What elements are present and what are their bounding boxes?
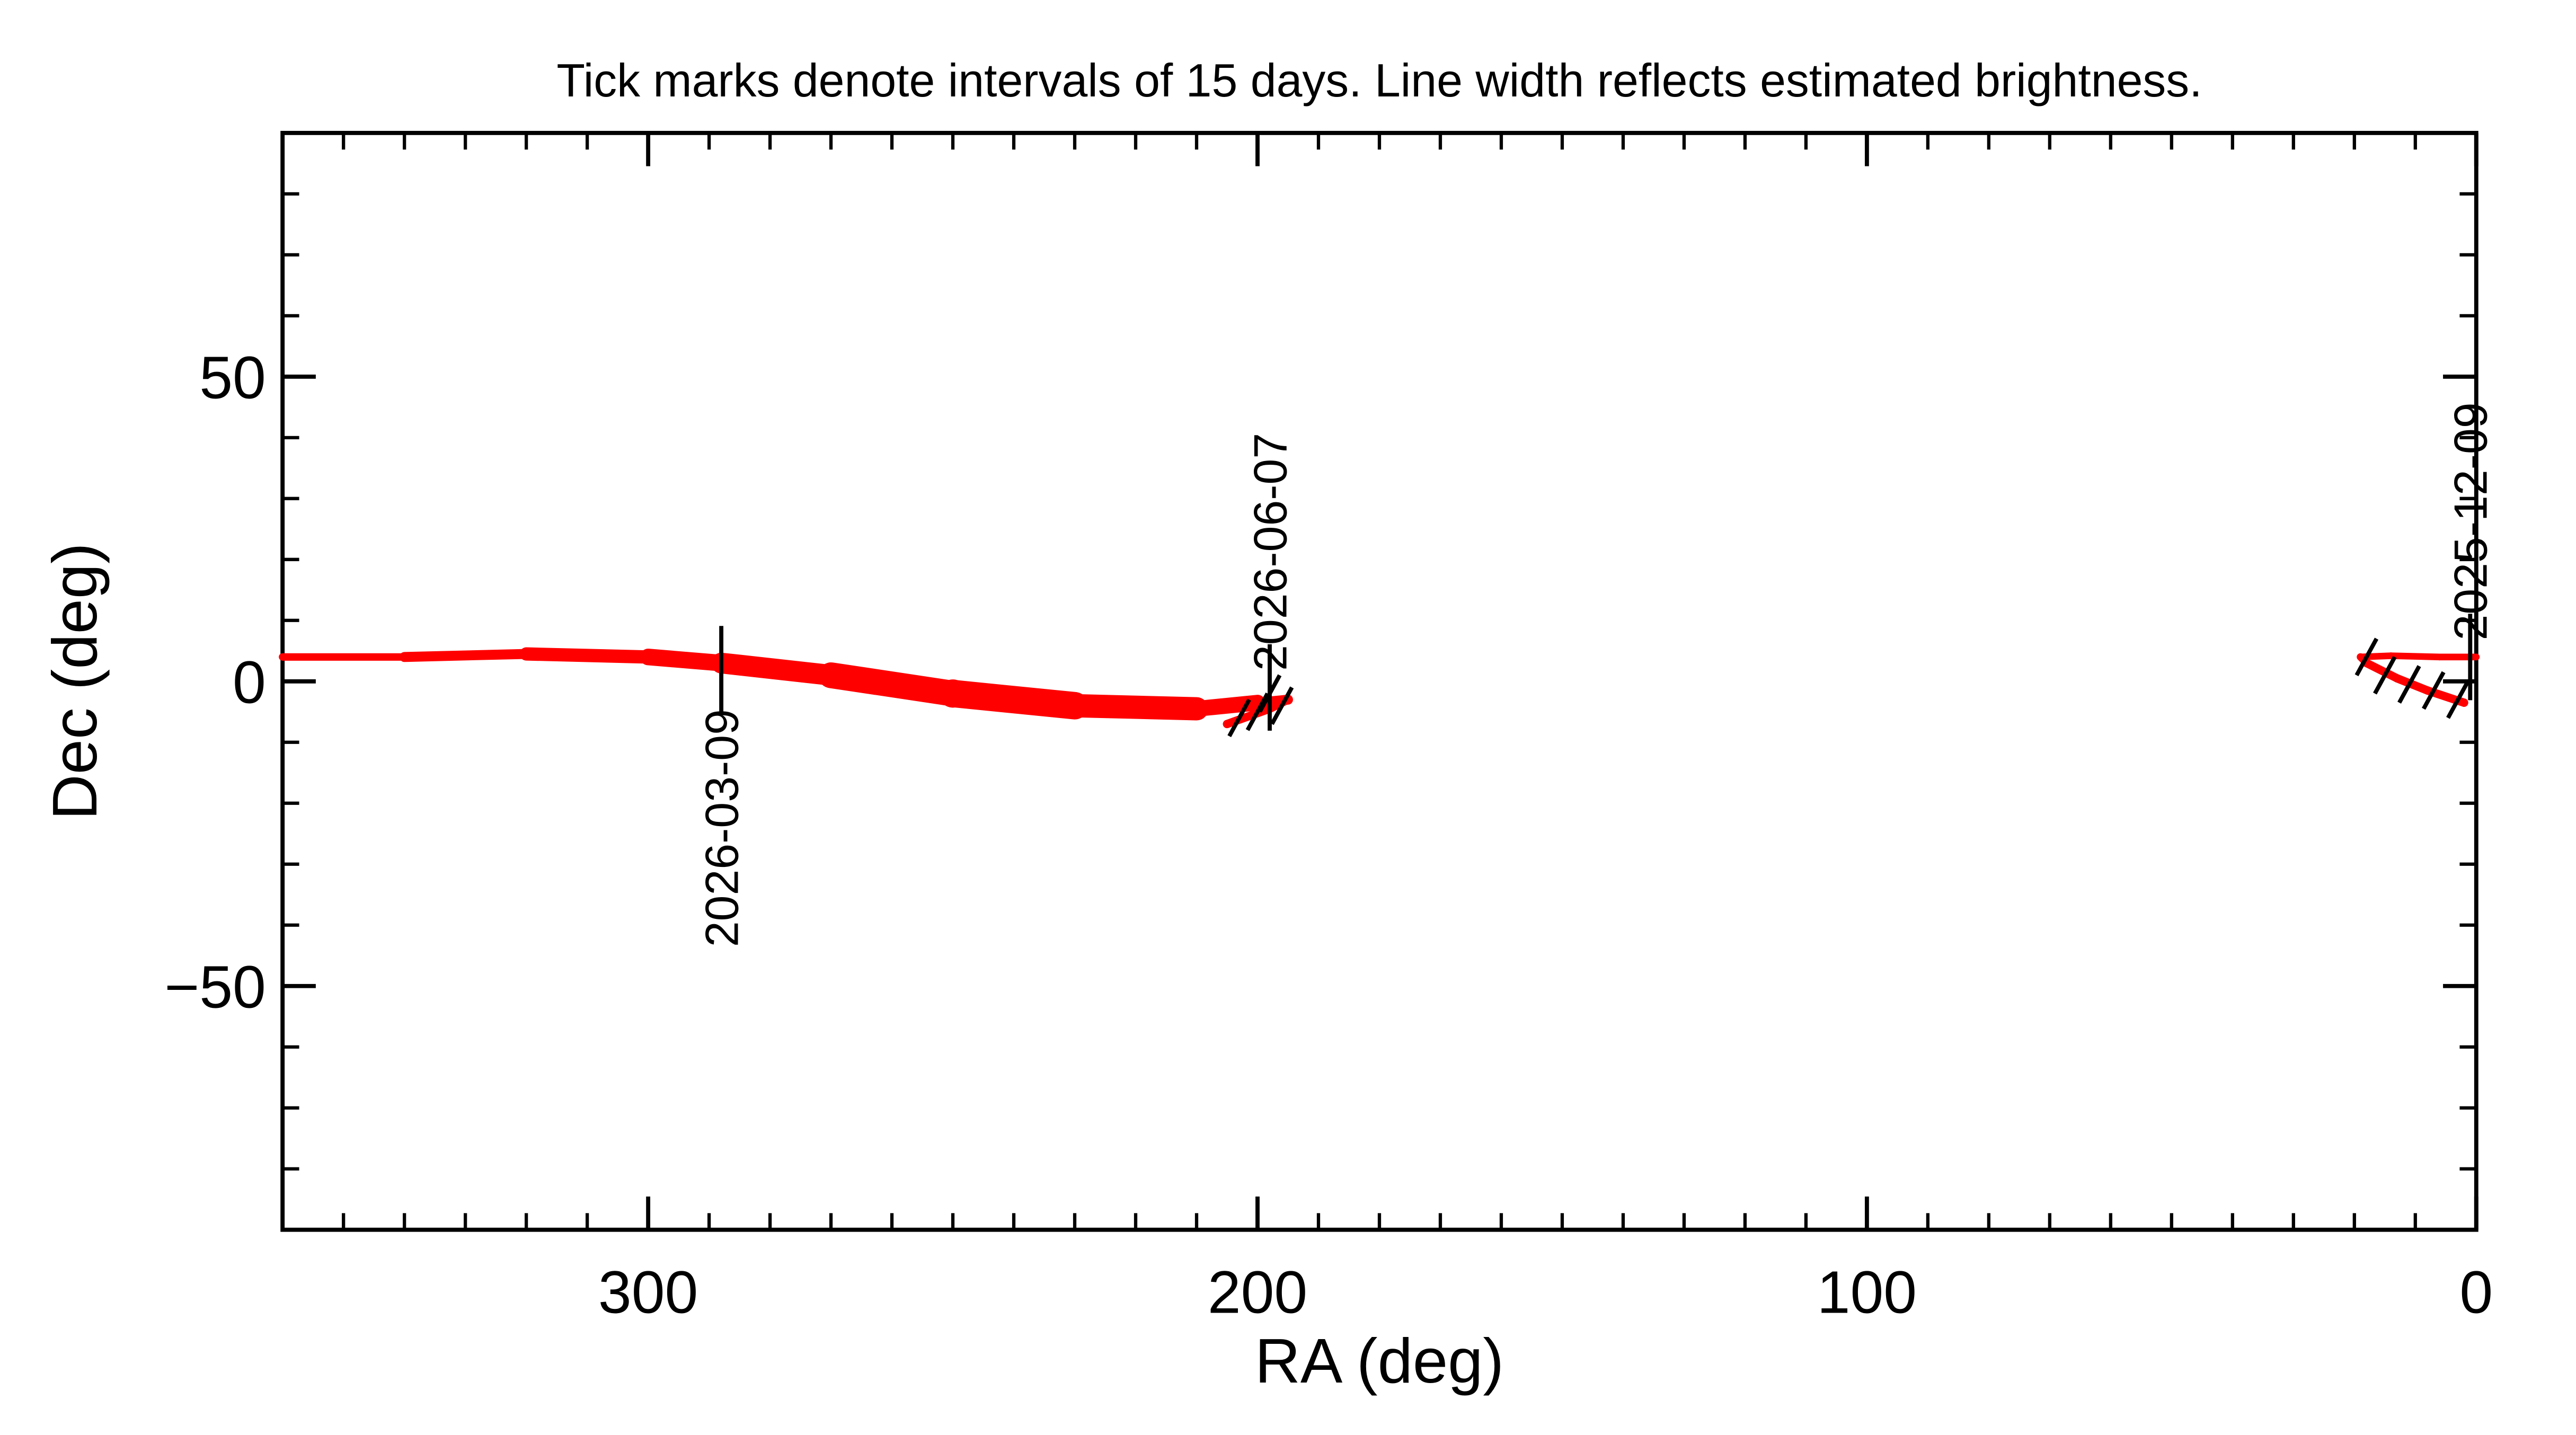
date-label: 2026-06-07 [1244, 433, 1296, 671]
track-segment [2393, 674, 2432, 695]
plot-frame [280, 130, 2478, 1232]
x-tick-label: 0 [2459, 1259, 2493, 1325]
track-segment [1063, 694, 1208, 721]
track-segment [939, 679, 1088, 720]
track-point [1061, 692, 1088, 719]
date-label: 2025-12-09 [2445, 402, 2497, 640]
y-tick-label: 50 [199, 344, 266, 411]
track-segment [640, 649, 730, 671]
date-label: 2026-03-09 [696, 709, 748, 947]
track-point [2393, 674, 2402, 683]
track-point [2357, 653, 2364, 661]
track-point [1223, 720, 1232, 729]
track-segment [2387, 652, 2444, 661]
track-point [400, 652, 409, 661]
x-tick-label: 300 [598, 1259, 698, 1325]
track-point [2459, 698, 2468, 707]
date-tick [1245, 692, 1270, 731]
track-point [2423, 686, 2432, 695]
track-point [640, 649, 656, 665]
date-tick [2354, 637, 2379, 677]
x-axis-label: RA (deg) [1255, 1326, 1504, 1396]
date-tick [2373, 656, 2397, 695]
track-segment [2362, 659, 2402, 683]
date-tick [1227, 698, 1251, 738]
track-point [2473, 653, 2480, 661]
track-point [520, 648, 533, 660]
y-axis-label: Dec (deg) [40, 543, 110, 820]
track-segment [1223, 704, 1274, 729]
y-tick-label: 0 [233, 649, 266, 716]
track-segment [711, 652, 842, 686]
x-tick-label: 200 [1208, 1259, 1307, 1325]
chart-title: Tick marks denote intervals of 15 days. … [556, 55, 2202, 107]
track-segment [399, 649, 532, 662]
y-tick-label: −50 [164, 954, 265, 1021]
date-tick [2397, 665, 2421, 704]
track-point [819, 663, 843, 687]
track-segment [519, 647, 655, 664]
x-tick-label: 100 [1817, 1259, 1917, 1325]
date-tick [1270, 686, 1294, 725]
track-point [1187, 698, 1207, 719]
track-point [279, 653, 286, 661]
track-segment [818, 662, 966, 707]
date-tick [2446, 680, 2470, 719]
date-tick [2422, 671, 2446, 710]
track-point [2436, 653, 2444, 661]
track-point [939, 679, 967, 708]
